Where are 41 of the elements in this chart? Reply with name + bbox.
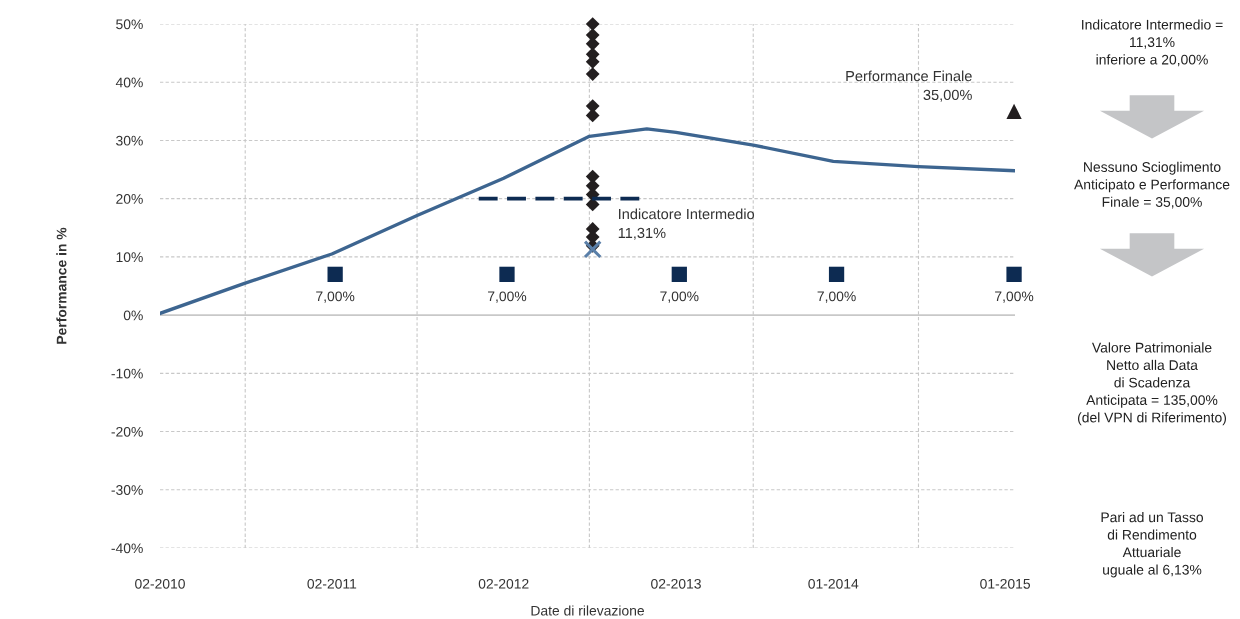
point (585, 197, 600, 212)
text: Nessuno Scioglimento Anticipato e Performance Finale = 35,00% (1074, 161, 1230, 209)
data-label: 7,00% (995, 291, 1034, 303)
x-tick-label: 02-2013 (651, 578, 701, 589)
point (583, 240, 602, 259)
text: Indicatore Intermedio = 11,31% inferiore a 20,00% (1082, 19, 1223, 67)
y-tick-label: 10% (116, 252, 143, 263)
y-axis-title: Performance in % (56, 227, 67, 344)
x-tick-label: 02-2012 (478, 578, 529, 589)
data-label: 7,00% (488, 291, 527, 303)
y-tick-label: 20% (116, 194, 143, 204)
data-label: 7,00% (316, 291, 355, 303)
x-tick-label: 01-2014 (808, 578, 859, 589)
y-tick-label: -10% (111, 368, 143, 379)
point (671, 266, 687, 282)
point (499, 266, 515, 282)
point (585, 67, 600, 81)
data-label: 7,00% (660, 291, 699, 303)
point (1006, 266, 1022, 282)
x-tick-label: 02-2010 (135, 578, 185, 589)
point (585, 17, 600, 31)
x-axis-title: Date di rilevazione (531, 605, 645, 616)
point (585, 108, 600, 123)
y-tick-label: -30% (111, 485, 143, 495)
point (327, 266, 343, 282)
y-tick-label: 50% (116, 19, 143, 30)
y-tick-label: -40% (111, 543, 143, 554)
y-tick-label: 40% (115, 77, 143, 88)
text: Valore Patrimoniale Netto alla Data di Scadenza Anticipata = 135,00% (del VPN di Riferimento) (1077, 342, 1227, 426)
data-label: 7,00% (817, 291, 856, 303)
x-tick-label: 02-2011 (307, 578, 357, 589)
y-tick-label: -20% (111, 426, 143, 437)
point (1006, 103, 1022, 119)
point (828, 266, 845, 282)
annotation: Performance Finale 35,00% (846, 70, 972, 102)
annotation: Indicatore Intermedio 11,31% (618, 208, 755, 240)
x-tick-label: 01-2015 (980, 578, 1031, 589)
text: Pari ad un Tasso di Rendimento Attuariale uguale al 6,13% (1101, 512, 1204, 578)
y-tick-label: 0% (123, 310, 143, 321)
y-tick-label: 30% (116, 135, 143, 146)
point (585, 169, 600, 184)
